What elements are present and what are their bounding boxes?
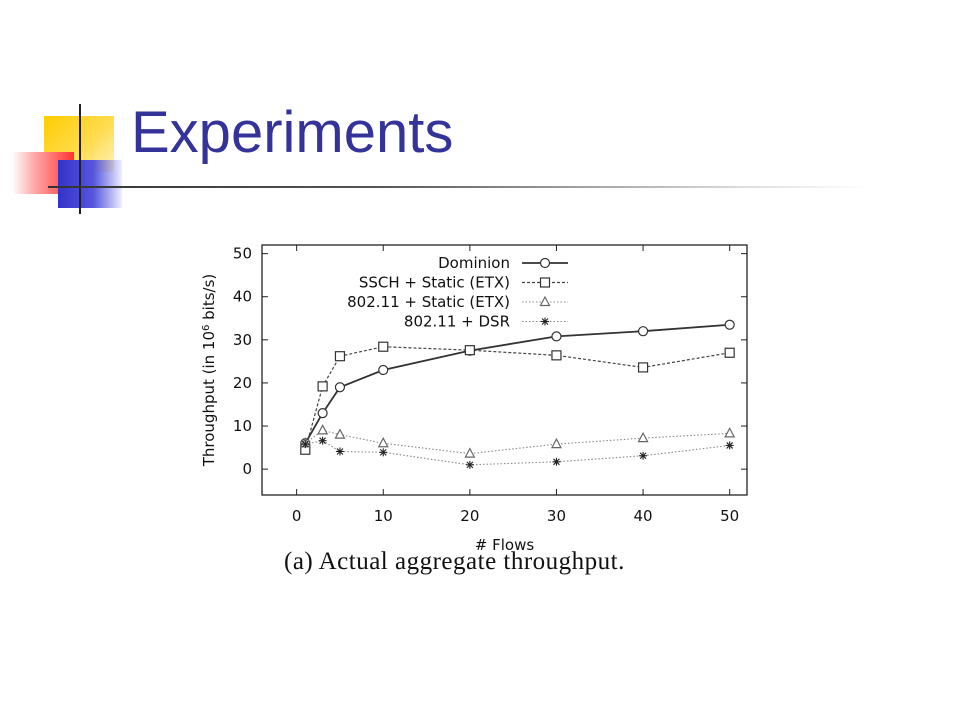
figure-caption: (a) Actual aggregate throughput.: [284, 548, 625, 575]
data-point-s4: [465, 460, 474, 469]
data-point-s4: [335, 447, 344, 456]
data-point-s3: [317, 424, 329, 435]
x-tick-label: 50: [720, 507, 739, 525]
series-line-4: [305, 440, 730, 466]
data-point-s4: [639, 451, 648, 460]
y-tick-label: 30: [233, 331, 252, 349]
x-tick-label: 30: [547, 507, 566, 525]
series-line-2: [304, 346, 730, 450]
data-point-s2: [378, 341, 389, 352]
series-line-3: [304, 429, 730, 455]
x-tick-label: 10: [374, 507, 393, 525]
plot-frame: [261, 244, 748, 496]
y-tick-label: 0: [242, 460, 252, 478]
data-point-s3: [724, 427, 736, 438]
data-point-s2: [637, 362, 649, 373]
data-point-s4: [318, 436, 327, 445]
data-point-s1: [334, 382, 346, 393]
legend-label: SSCH + Static (ETX): [359, 274, 510, 292]
x-axis-label: # Flows: [475, 536, 535, 554]
slide-title: Experiments: [131, 100, 454, 165]
data-point-s1: [317, 408, 328, 419]
legend-label: 802.11 + Static (ETX): [347, 293, 510, 311]
legend-label: 802.11 + DSR: [404, 313, 510, 331]
data-point-s3: [334, 428, 346, 439]
series-line-1: [304, 323, 730, 444]
legend-marker: [539, 257, 551, 269]
x-tick-label: 0: [292, 507, 302, 525]
data-point-s1: [637, 326, 649, 337]
data-point-s1: [378, 364, 389, 376]
data-point-s4: [379, 448, 388, 457]
legend-marker: [541, 317, 549, 326]
data-point-s3: [550, 437, 562, 449]
data-point-s3: [377, 436, 389, 448]
legend-marker: [539, 277, 551, 288]
y-tick-label: 20: [233, 374, 252, 392]
legend-marker: [539, 295, 551, 307]
data-point-s2: [334, 351, 346, 362]
x-tick-label: 40: [634, 507, 653, 525]
y-tick-label: 40: [233, 288, 252, 306]
y-tick-label: 10: [233, 417, 252, 435]
data-point-s4: [301, 440, 310, 449]
data-point-s2: [551, 350, 562, 361]
x-tick-label: 20: [460, 507, 479, 525]
data-point-s3: [464, 447, 476, 458]
data-point-s2: [724, 347, 735, 358]
data-point-s1: [724, 319, 735, 330]
y-axis-label: Throughput (in 106 bits/s): [200, 274, 218, 468]
data-point-s1: [551, 331, 562, 342]
deco-vertical-line: [79, 104, 81, 214]
data-point-s2: [317, 381, 328, 392]
y-tick-label: 50: [233, 245, 252, 263]
data-point-s4: [552, 457, 561, 466]
title-underline: [48, 186, 868, 188]
data-point-s3: [637, 431, 649, 443]
deco-blue-square: [58, 160, 122, 208]
data-point-s2: [464, 345, 475, 356]
data-point-s4: [725, 441, 734, 450]
legend-label: Dominion: [438, 254, 510, 272]
